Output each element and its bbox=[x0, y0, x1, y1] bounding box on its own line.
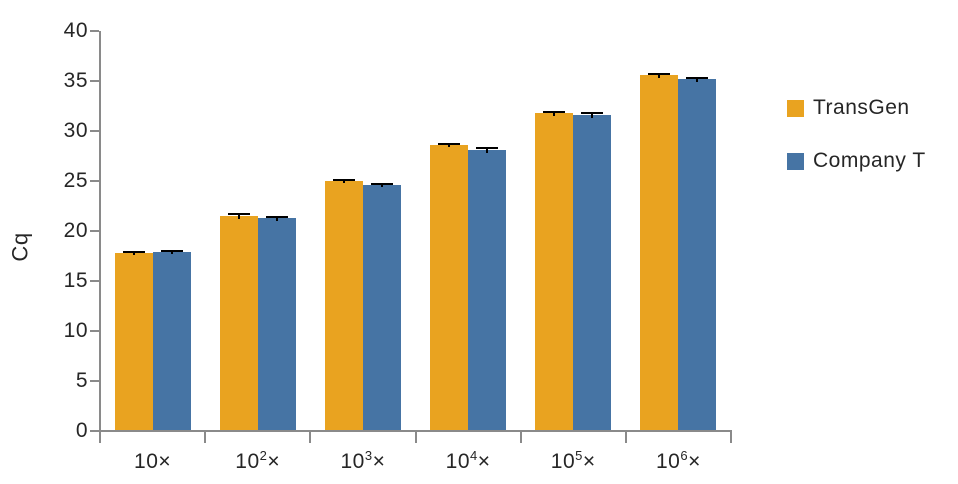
bar-transgen-10 bbox=[114, 253, 153, 430]
error-bar-company-t-10 bbox=[686, 76, 709, 82]
x-category-label: 105× bbox=[550, 448, 596, 473]
bar-company-t-10 bbox=[362, 185, 401, 430]
y-tick-mark bbox=[90, 280, 99, 282]
error-bar-stem bbox=[553, 110, 556, 116]
error-bar-company-t-10 bbox=[160, 250, 183, 254]
x-tick-mark bbox=[414, 432, 417, 443]
bar-transgen-10 bbox=[324, 181, 363, 430]
legend-item-transgen: TransGen bbox=[787, 96, 926, 120]
error-bar-stem bbox=[170, 250, 173, 254]
x-tick-mark bbox=[309, 432, 312, 443]
y-tick-label: 15 bbox=[63, 269, 88, 292]
error-bar-stem bbox=[658, 72, 661, 78]
y-tick-label: 40 bbox=[63, 19, 88, 42]
bar-company-t-10 bbox=[152, 252, 191, 430]
bar-company-t-10 bbox=[573, 115, 612, 430]
bar-transgen-10 bbox=[430, 145, 469, 430]
error-bar-transgen-10 bbox=[543, 110, 566, 116]
error-bar-company-t-10 bbox=[265, 215, 288, 221]
y-axis-line bbox=[99, 31, 101, 432]
bar-transgen-10 bbox=[219, 216, 258, 430]
y-tick-label: 20 bbox=[63, 219, 88, 242]
bar-company-t-10 bbox=[257, 218, 296, 430]
y-tick-label: 25 bbox=[63, 169, 88, 192]
x-category-label: 103× bbox=[340, 448, 386, 473]
y-tick-mark bbox=[90, 30, 99, 32]
x-axis-line bbox=[99, 430, 732, 432]
y-tick-label: 5 bbox=[75, 369, 88, 392]
error-bar-stem bbox=[696, 76, 699, 82]
y-tick-mark bbox=[90, 80, 99, 82]
y-tick-mark bbox=[90, 430, 99, 432]
error-bar-stem bbox=[132, 251, 135, 255]
bar-company-t-10 bbox=[678, 79, 717, 430]
y-tick-mark bbox=[90, 180, 99, 182]
error-bar-company-t-10 bbox=[581, 112, 604, 118]
x-category-label: 104× bbox=[445, 448, 491, 473]
y-tick-mark bbox=[90, 230, 99, 232]
y-tick-mark bbox=[90, 130, 99, 132]
error-bar-transgen-10 bbox=[438, 143, 461, 147]
error-bar-transgen-10 bbox=[122, 251, 145, 255]
error-bar-stem bbox=[380, 183, 383, 187]
legend-label-transgen: TransGen bbox=[813, 96, 910, 119]
legend-label-company-t: Company T bbox=[813, 149, 926, 172]
transgen-color-swatch bbox=[787, 99, 804, 117]
error-bar-stem bbox=[448, 143, 451, 147]
error-bar-stem bbox=[486, 147, 489, 153]
x-tick-mark bbox=[624, 432, 627, 443]
bar-company-t-10 bbox=[468, 150, 507, 430]
x-tick-mark bbox=[730, 432, 732, 443]
y-tick-label: 0 bbox=[75, 419, 88, 442]
error-bar-stem bbox=[591, 112, 594, 118]
x-category-label: 106× bbox=[655, 448, 701, 473]
error-bar-stem bbox=[237, 213, 240, 219]
x-tick-mark bbox=[204, 432, 207, 443]
error-bar-stem bbox=[342, 179, 345, 183]
x-tick-mark bbox=[519, 432, 522, 443]
y-tick-label: 35 bbox=[63, 69, 88, 92]
legend-item-company-t: Company T bbox=[787, 149, 926, 173]
error-bar-transgen-10 bbox=[648, 72, 671, 78]
legend: TransGen Company T bbox=[787, 96, 926, 202]
bar-transgen-10 bbox=[640, 75, 679, 430]
error-bar-company-t-10 bbox=[370, 183, 393, 187]
x-tick-mark bbox=[99, 432, 101, 443]
error-bar-company-t-10 bbox=[476, 147, 499, 153]
y-tick-mark bbox=[90, 380, 99, 382]
error-bar-transgen-10 bbox=[332, 179, 355, 183]
company-t-color-swatch bbox=[787, 152, 804, 170]
error-bar-transgen-10 bbox=[227, 213, 250, 219]
y-tick-label: 10 bbox=[63, 319, 88, 342]
x-category-label: 102× bbox=[235, 448, 281, 473]
y-tick-label: 30 bbox=[63, 119, 88, 142]
y-tick-mark bbox=[90, 330, 99, 332]
x-category-label: 10× bbox=[134, 450, 172, 473]
error-bar-stem bbox=[275, 215, 278, 221]
y-axis-title: Cq bbox=[7, 232, 33, 262]
bar-transgen-10 bbox=[535, 113, 574, 430]
